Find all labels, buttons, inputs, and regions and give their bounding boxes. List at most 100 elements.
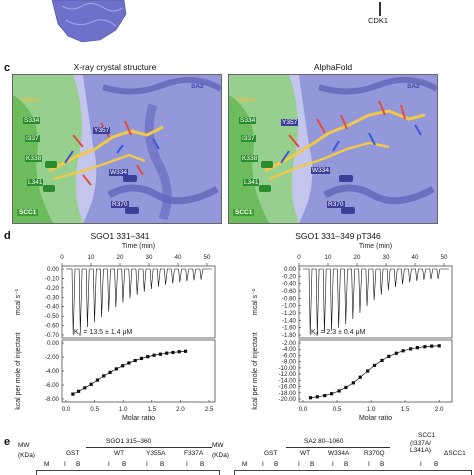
itc-right-time-tick-1: 10 xyxy=(325,254,332,261)
itc-left-thermogram-ytick-6: -0.60 xyxy=(45,323,60,330)
itc-right-time-axis-label: Time (min) xyxy=(359,243,392,250)
itc-left-thermogram-trace xyxy=(66,268,212,336)
xray-res-k338: K338 xyxy=(25,155,43,162)
itc-left-isotherm-point-0 xyxy=(71,392,75,396)
gel-right-lane-1: I xyxy=(262,461,264,468)
itc-left-isotherm-point-9 xyxy=(127,361,131,365)
top-structure-fragment xyxy=(48,0,128,44)
xray-sgo1-label: SGO1 xyxy=(21,97,40,104)
itc-left-thermogram-ytick-7: -0.70 xyxy=(45,332,60,339)
itc-right-isotherm-point-5 xyxy=(344,385,348,390)
gel-right-col-gst: GST xyxy=(264,450,278,457)
itc-right-thermogram-ytick-4: -0.80 xyxy=(282,295,297,302)
itc-left-thermogram-ytick-3: -0.30 xyxy=(45,294,60,301)
gel-right-header: MW (KDa) SA2 80–1060 SCC1 (I337A/ L341A)… xyxy=(212,432,474,475)
itc-right-thermogram-trace xyxy=(303,268,449,336)
itc-right-ratio-axis-label: Molar ratio xyxy=(359,415,392,420)
itc-right-isotherm-point-1 xyxy=(315,395,319,399)
itc-right-ratio-tick-4: 2.0 xyxy=(435,406,444,413)
itc-right-isotherm-point-12 xyxy=(394,351,398,355)
af-res-l341: L341 xyxy=(243,179,260,186)
itc-left-isotherm-point-1 xyxy=(76,389,81,393)
itc-left-isotherm-point-16 xyxy=(171,350,175,355)
itc-left-time-tick-0: 0 xyxy=(60,254,64,261)
gel-right-lane-10: B xyxy=(434,461,439,468)
itc-right-isotherm-ytick-0: -2.00 xyxy=(282,340,297,347)
itc-left-isotherm-point-4 xyxy=(95,378,100,382)
gel-right-construct-line xyxy=(286,447,390,448)
itc-left-isotherm-point-11 xyxy=(139,356,144,360)
itc-left-isotherm-point-8 xyxy=(121,364,125,368)
itc-left-isotherm-point-7 xyxy=(114,367,118,371)
af-sgo1-label: SGO1 xyxy=(237,97,256,104)
itc-left-ratio-tick-1: 0.5 xyxy=(90,406,99,413)
itc-right-time-tick-2: 20 xyxy=(354,254,361,261)
itc-right-isotherm-point-14 xyxy=(408,347,413,351)
gel-right-lane-9: I xyxy=(420,461,422,468)
itc-left-isotherm-point-10 xyxy=(133,358,137,363)
itc-right-isotherm-point-18 xyxy=(437,344,441,348)
gel-left-lane-7: I xyxy=(186,461,188,468)
itc-right-isotherm-point-8 xyxy=(366,369,370,373)
gel-right-col-dscc1: ΔSCC1 xyxy=(444,450,466,457)
gel-left-header: MW (KDa) SGO1 315–360 GST WT Y355A F337A… xyxy=(18,438,220,475)
itc-left-ratio-tick-4: 2.0 xyxy=(176,406,185,413)
itc-right-isotherm-ylabel: kcal per mole of injectant xyxy=(252,332,259,409)
itc-right-isotherm-ytick-4: -10.00 xyxy=(278,365,296,372)
af-sa2-label: SA2 xyxy=(407,83,420,90)
gel-left-kda: (KDa) xyxy=(18,452,35,459)
gel-left-lane-5: I xyxy=(146,461,148,468)
itc-right-isotherm-ytick-7: -16.00 xyxy=(278,384,296,391)
itc-left-isotherm-point-3 xyxy=(89,382,93,386)
itc-left-time-tick-5: 50 xyxy=(204,254,211,261)
itc-right-thermogram-ytick-9: -1.80 xyxy=(282,332,297,339)
itc-left-isotherm-point-18 xyxy=(183,349,188,353)
itc-right-isotherm-point-4 xyxy=(337,389,341,393)
gel-right-col-wt: WT xyxy=(300,450,311,457)
itc-left-isotherm-ytick-1: -2.00 xyxy=(45,354,60,361)
xray-res-i337: I337 xyxy=(25,135,40,142)
cdk1-arrow-icon xyxy=(379,2,381,16)
gel-right-construct: SA2 80–1060 xyxy=(304,438,344,445)
itc-right-isotherm-point-3 xyxy=(330,392,334,396)
itc-right-isotherm-ytick-8: -18.00 xyxy=(278,390,296,397)
itc-left-time-tick-3: 30 xyxy=(146,254,153,261)
itc-left-thermogram-ytick-2: -0.20 xyxy=(45,285,60,292)
itc-right-isotherm-ytick-2: -6.00 xyxy=(282,352,297,359)
itc-right-isotherm-point-9 xyxy=(372,363,377,367)
gel-right-lane-8: B xyxy=(380,461,385,468)
itc-right-time-tick-0: 0 xyxy=(297,254,301,261)
panel-c-right-title: AlphaFold xyxy=(313,62,353,72)
cdk1-label: CDK1 xyxy=(368,16,389,25)
gel-left-lane-2: B xyxy=(76,461,81,468)
gel-left-lane-6: B xyxy=(160,461,165,468)
gel-right-lane-7: I xyxy=(368,461,370,468)
gel-right-lane-2: B xyxy=(274,461,279,468)
itc-left-thermogram-ytick-1: -0.10 xyxy=(45,275,60,282)
af-res-i337: I337 xyxy=(241,135,256,142)
panel-e-letter: e xyxy=(4,436,11,448)
itc-left-isotherm-ytick-4: -8.00 xyxy=(45,396,60,403)
gel-left-col-wt: WT xyxy=(114,450,125,457)
itc-right-isotherm-ytick-3: -8.00 xyxy=(282,359,297,366)
itc-left-thermogram-ytick-5: -0.50 xyxy=(45,313,60,320)
itc-left-isotherm-point-14 xyxy=(158,352,162,356)
itc-left-isotherm-point-5 xyxy=(102,374,106,378)
gel-left-lane-8: B xyxy=(200,461,205,468)
gel-left-col-y355a: Y355A xyxy=(146,450,166,457)
itc-right-kd-label: Kd = 2.3 ± 0.4 μM xyxy=(311,329,366,338)
itc-left-isotherm-ytick-0: 0.00 xyxy=(47,340,60,347)
gel-left-construct: SGO1 315–360 xyxy=(106,438,152,445)
itc-right-time-tick-4: 40 xyxy=(412,254,419,261)
itc-right-ratio-tick-3: 1.5 xyxy=(401,406,410,413)
gel-left-lane-m: M xyxy=(44,461,50,468)
itc-left-isotherm-point-15 xyxy=(165,351,169,355)
gel-right-scc1: SCC1 xyxy=(418,432,436,439)
itc-left-time-axis-label: Time (min) xyxy=(122,243,155,250)
itc-left-isotherm-ytick-3: -6.00 xyxy=(45,382,60,389)
af-res-k338: K338 xyxy=(241,155,259,162)
itc-left-kd-label: Kd = 13.5 ± 1.4 μM xyxy=(74,329,132,338)
itc-left-isotherm-point-2 xyxy=(83,386,87,390)
itc-right-thermogram-ytick-3: -0.60 xyxy=(282,288,297,295)
itc-right-isotherm-ytick-5: -12.00 xyxy=(278,371,296,378)
